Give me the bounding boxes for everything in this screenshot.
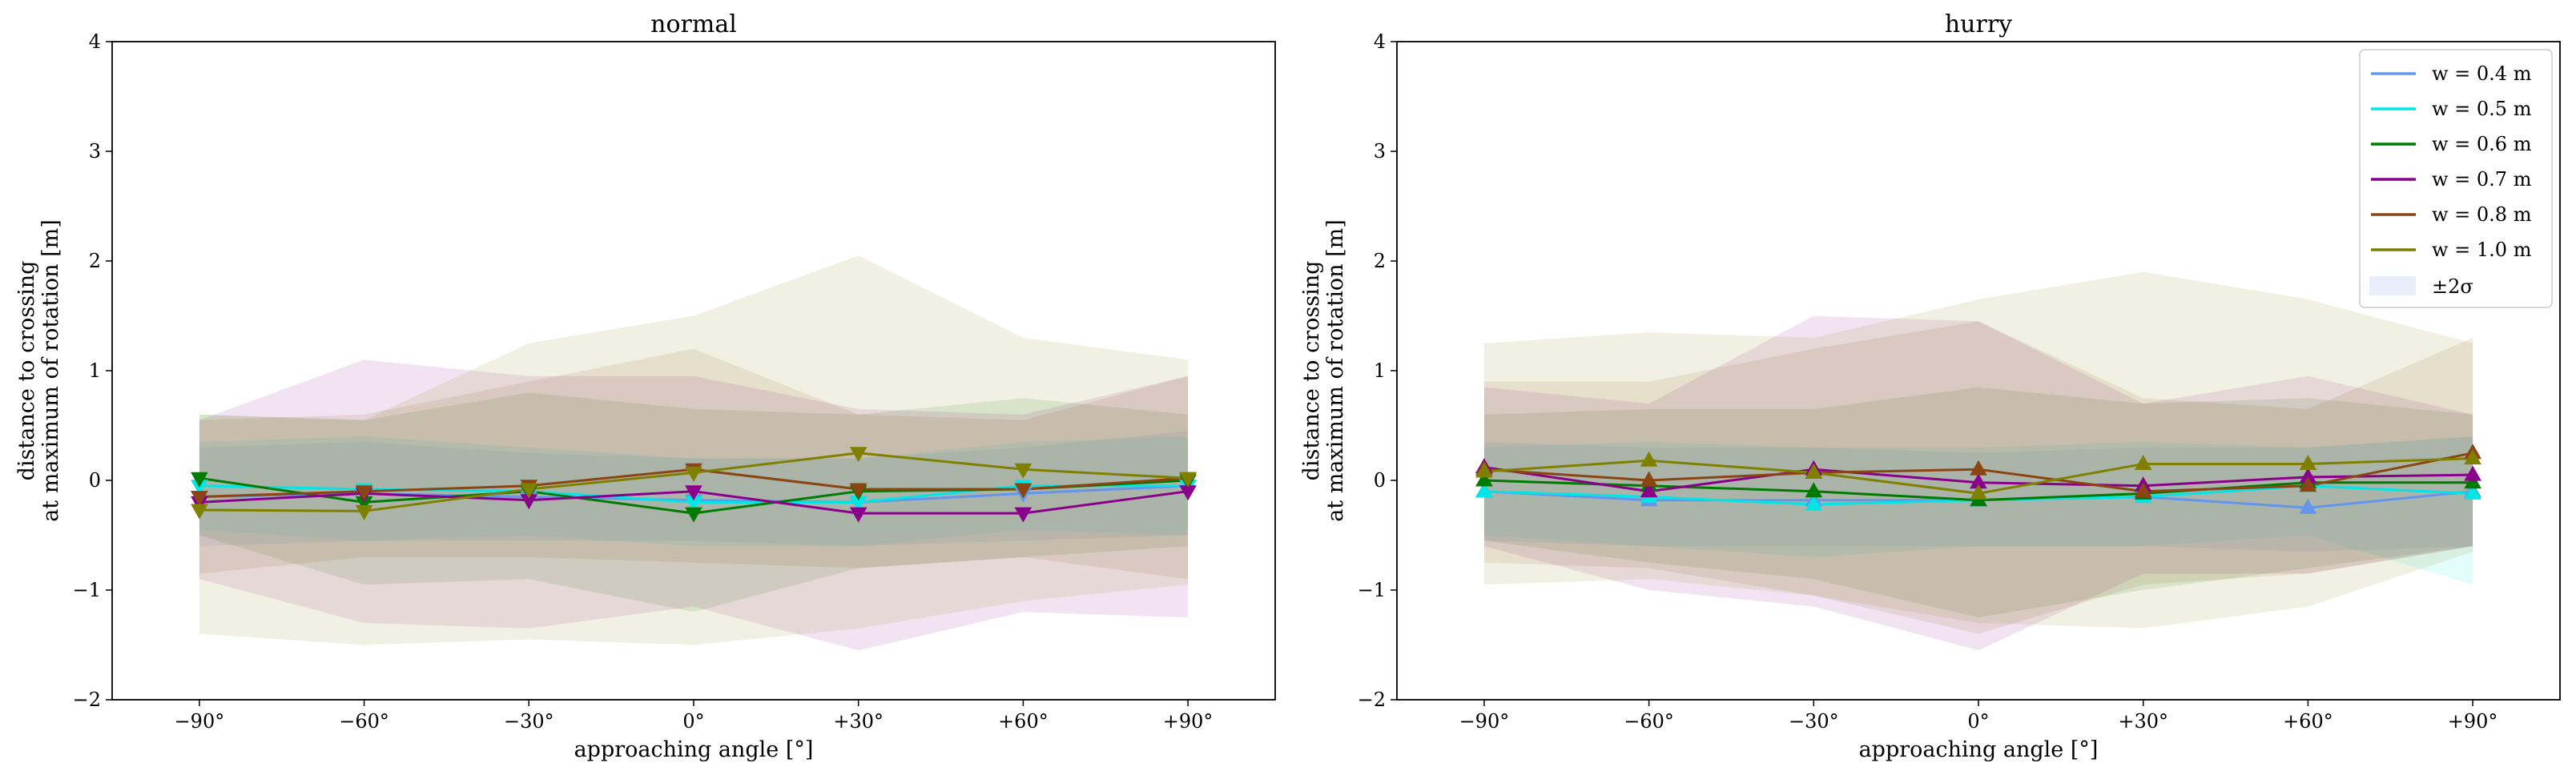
- x-tick-label: +30°: [833, 710, 883, 733]
- marker-normal-w10-5: [1014, 463, 1032, 479]
- y-tick-label: −1: [1358, 579, 1386, 601]
- x-tick-label: −60°: [339, 710, 389, 733]
- markers-normal: [191, 447, 1197, 523]
- legend-label-w05: w = 0.5 m: [2432, 98, 2532, 120]
- x-tick-label: 0°: [1967, 710, 1989, 733]
- marker-normal-w08-0: [191, 491, 208, 507]
- legend-label-w08: w = 0.8 m: [2432, 203, 2532, 226]
- y-tick-label: 4: [1374, 30, 1386, 53]
- x-tick-label: +60°: [998, 710, 1049, 733]
- y-tick-label: 3: [89, 140, 101, 163]
- marker-hurry-w05-6: [2464, 484, 2481, 500]
- y-axis-hurry: −2 −1 0 1 2 3 4: [1358, 30, 1397, 711]
- x-tick-label: +90°: [2448, 710, 2498, 733]
- marker-normal-w08-5: [1014, 483, 1032, 499]
- marker-hurry-w04-5: [2299, 498, 2317, 514]
- x-tick-label: +90°: [1163, 710, 1214, 733]
- legend: w = 0.4 m w = 0.5 m w = 0.6 m w = 0.7 m w = …: [2359, 49, 2553, 308]
- y-axis-label-line2-normal: at maximum of rotation [m]: [38, 219, 63, 522]
- marker-hurry-w10-3: [1970, 484, 1987, 500]
- band-hurry-w05: [1483, 436, 2473, 585]
- marker-normal-w10-2: [520, 483, 538, 499]
- marker-normal-w10-3: [685, 466, 702, 482]
- x-tick-label: −90°: [1459, 710, 1510, 733]
- panel-hurry: hurry −90° −60° −30° 0° +30° +60° +90° −2 −1 0 1 2…: [1299, 10, 2561, 762]
- marker-normal-w08-4: [849, 483, 867, 499]
- marker-hurry-w08-4: [2134, 482, 2152, 498]
- x-axis-label-normal: approaching angle [°]: [574, 737, 814, 762]
- marker-hurry-w06-2: [1805, 482, 1823, 498]
- panel-title-hurry: hurry: [1945, 10, 2012, 38]
- marker-normal-w07-3: [685, 485, 702, 501]
- marker-hurry-w08-5: [2299, 476, 2317, 492]
- marker-hurry-w10-4: [2134, 454, 2152, 470]
- y-axis-label-line1-normal: distance to crossing: [14, 261, 39, 481]
- y-axis-label-line1-hurry: distance to crossing: [1299, 261, 1324, 481]
- marker-hurry-w06-6: [2464, 473, 2481, 489]
- legend-label-w06: w = 0.6 m: [2432, 133, 2532, 155]
- legend-label-w10: w = 1.0 m: [2432, 239, 2532, 261]
- marker-normal-w10-1: [355, 504, 373, 520]
- legend-box: [2359, 49, 2553, 308]
- legend-band-swatch: [2369, 276, 2416, 295]
- y-tick-label: −2: [1358, 689, 1386, 711]
- y-tick-label: 4: [89, 30, 101, 53]
- legend-label-w07: w = 0.7 m: [2432, 168, 2532, 191]
- y-tick-label: 2: [89, 250, 101, 272]
- x-axis-normal: −90° −60° −30° 0° +30° +60° +90°: [175, 700, 1214, 733]
- x-tick-label: −30°: [504, 710, 554, 733]
- y-tick-label: 1: [89, 359, 101, 382]
- marker-hurry-w10-1: [1640, 451, 1658, 467]
- marker-hurry-w07-1: [1640, 482, 1658, 498]
- y-tick-label: 0: [89, 469, 101, 492]
- y-axis-label-line2-hurry: at maximum of rotation [m]: [1323, 219, 1348, 522]
- x-tick-label: −90°: [175, 710, 225, 733]
- marker-normal-w07-5: [1014, 507, 1032, 523]
- marker-hurry-w08-3: [1970, 460, 1987, 476]
- marker-hurry-w07-6: [2464, 465, 2481, 481]
- x-tick-label: −60°: [1624, 710, 1674, 733]
- marker-normal-w06-0: [191, 472, 208, 488]
- marker-hurry-w10-6: [2464, 449, 2481, 465]
- panel-normal: normal −90° −60° −30° 0° +30° +60° +90° −2 −1 0 1…: [14, 10, 1276, 762]
- x-tick-label: −30°: [1789, 710, 1839, 733]
- marker-hurry-w10-2: [1805, 463, 1823, 479]
- marker-hurry-w10-0: [1475, 462, 1493, 478]
- legend-entries: w = 0.4 m w = 0.5 m w = 0.6 m w = 0.7 m w = …: [2371, 62, 2532, 261]
- panel-title-normal: normal: [650, 10, 737, 38]
- marker-hurry-w08-1: [1640, 471, 1658, 487]
- x-tick-label: +60°: [2283, 710, 2333, 733]
- band-normal-w10: [199, 255, 1189, 645]
- marker-hurry-w06-0: [1475, 471, 1493, 487]
- legend-band-label: ±2σ: [2432, 275, 2473, 298]
- band-hurry-w10: [1483, 271, 2473, 628]
- x-tick-label: 0°: [682, 710, 704, 733]
- y-axis-normal: −2 −1 0 1 2 3 4: [73, 30, 112, 711]
- y-tick-label: −1: [73, 579, 101, 601]
- markers-hurry: [1475, 444, 2481, 514]
- y-tick-label: 3: [1374, 140, 1386, 163]
- marker-normal-w06-3: [685, 507, 702, 523]
- y-tick-label: 0: [1374, 469, 1386, 492]
- x-axis-label-hurry: approaching angle [°]: [1859, 737, 2099, 762]
- marker-hurry-w10-5: [2299, 454, 2317, 470]
- marker-normal-w08-1: [355, 485, 373, 501]
- y-tick-label: 2: [1374, 250, 1386, 272]
- marker-hurry-w05-0: [1475, 482, 1493, 498]
- x-tick-label: +30°: [2118, 710, 2168, 733]
- marker-normal-w10-6: [1179, 472, 1197, 488]
- marker-normal-w10-4: [849, 447, 867, 463]
- bands-normal: [199, 255, 1189, 651]
- y-tick-label: 1: [1374, 359, 1386, 382]
- marker-normal-w07-4: [849, 507, 867, 523]
- x-axis-hurry: −90° −60° −30° 0° +30° +60° +90°: [1459, 700, 2498, 733]
- legend-label-w04: w = 0.4 m: [2432, 62, 2532, 85]
- marker-hurry-w05-2: [1805, 495, 1823, 511]
- marker-normal-w10-0: [191, 504, 208, 520]
- y-tick-label: −2: [73, 689, 101, 711]
